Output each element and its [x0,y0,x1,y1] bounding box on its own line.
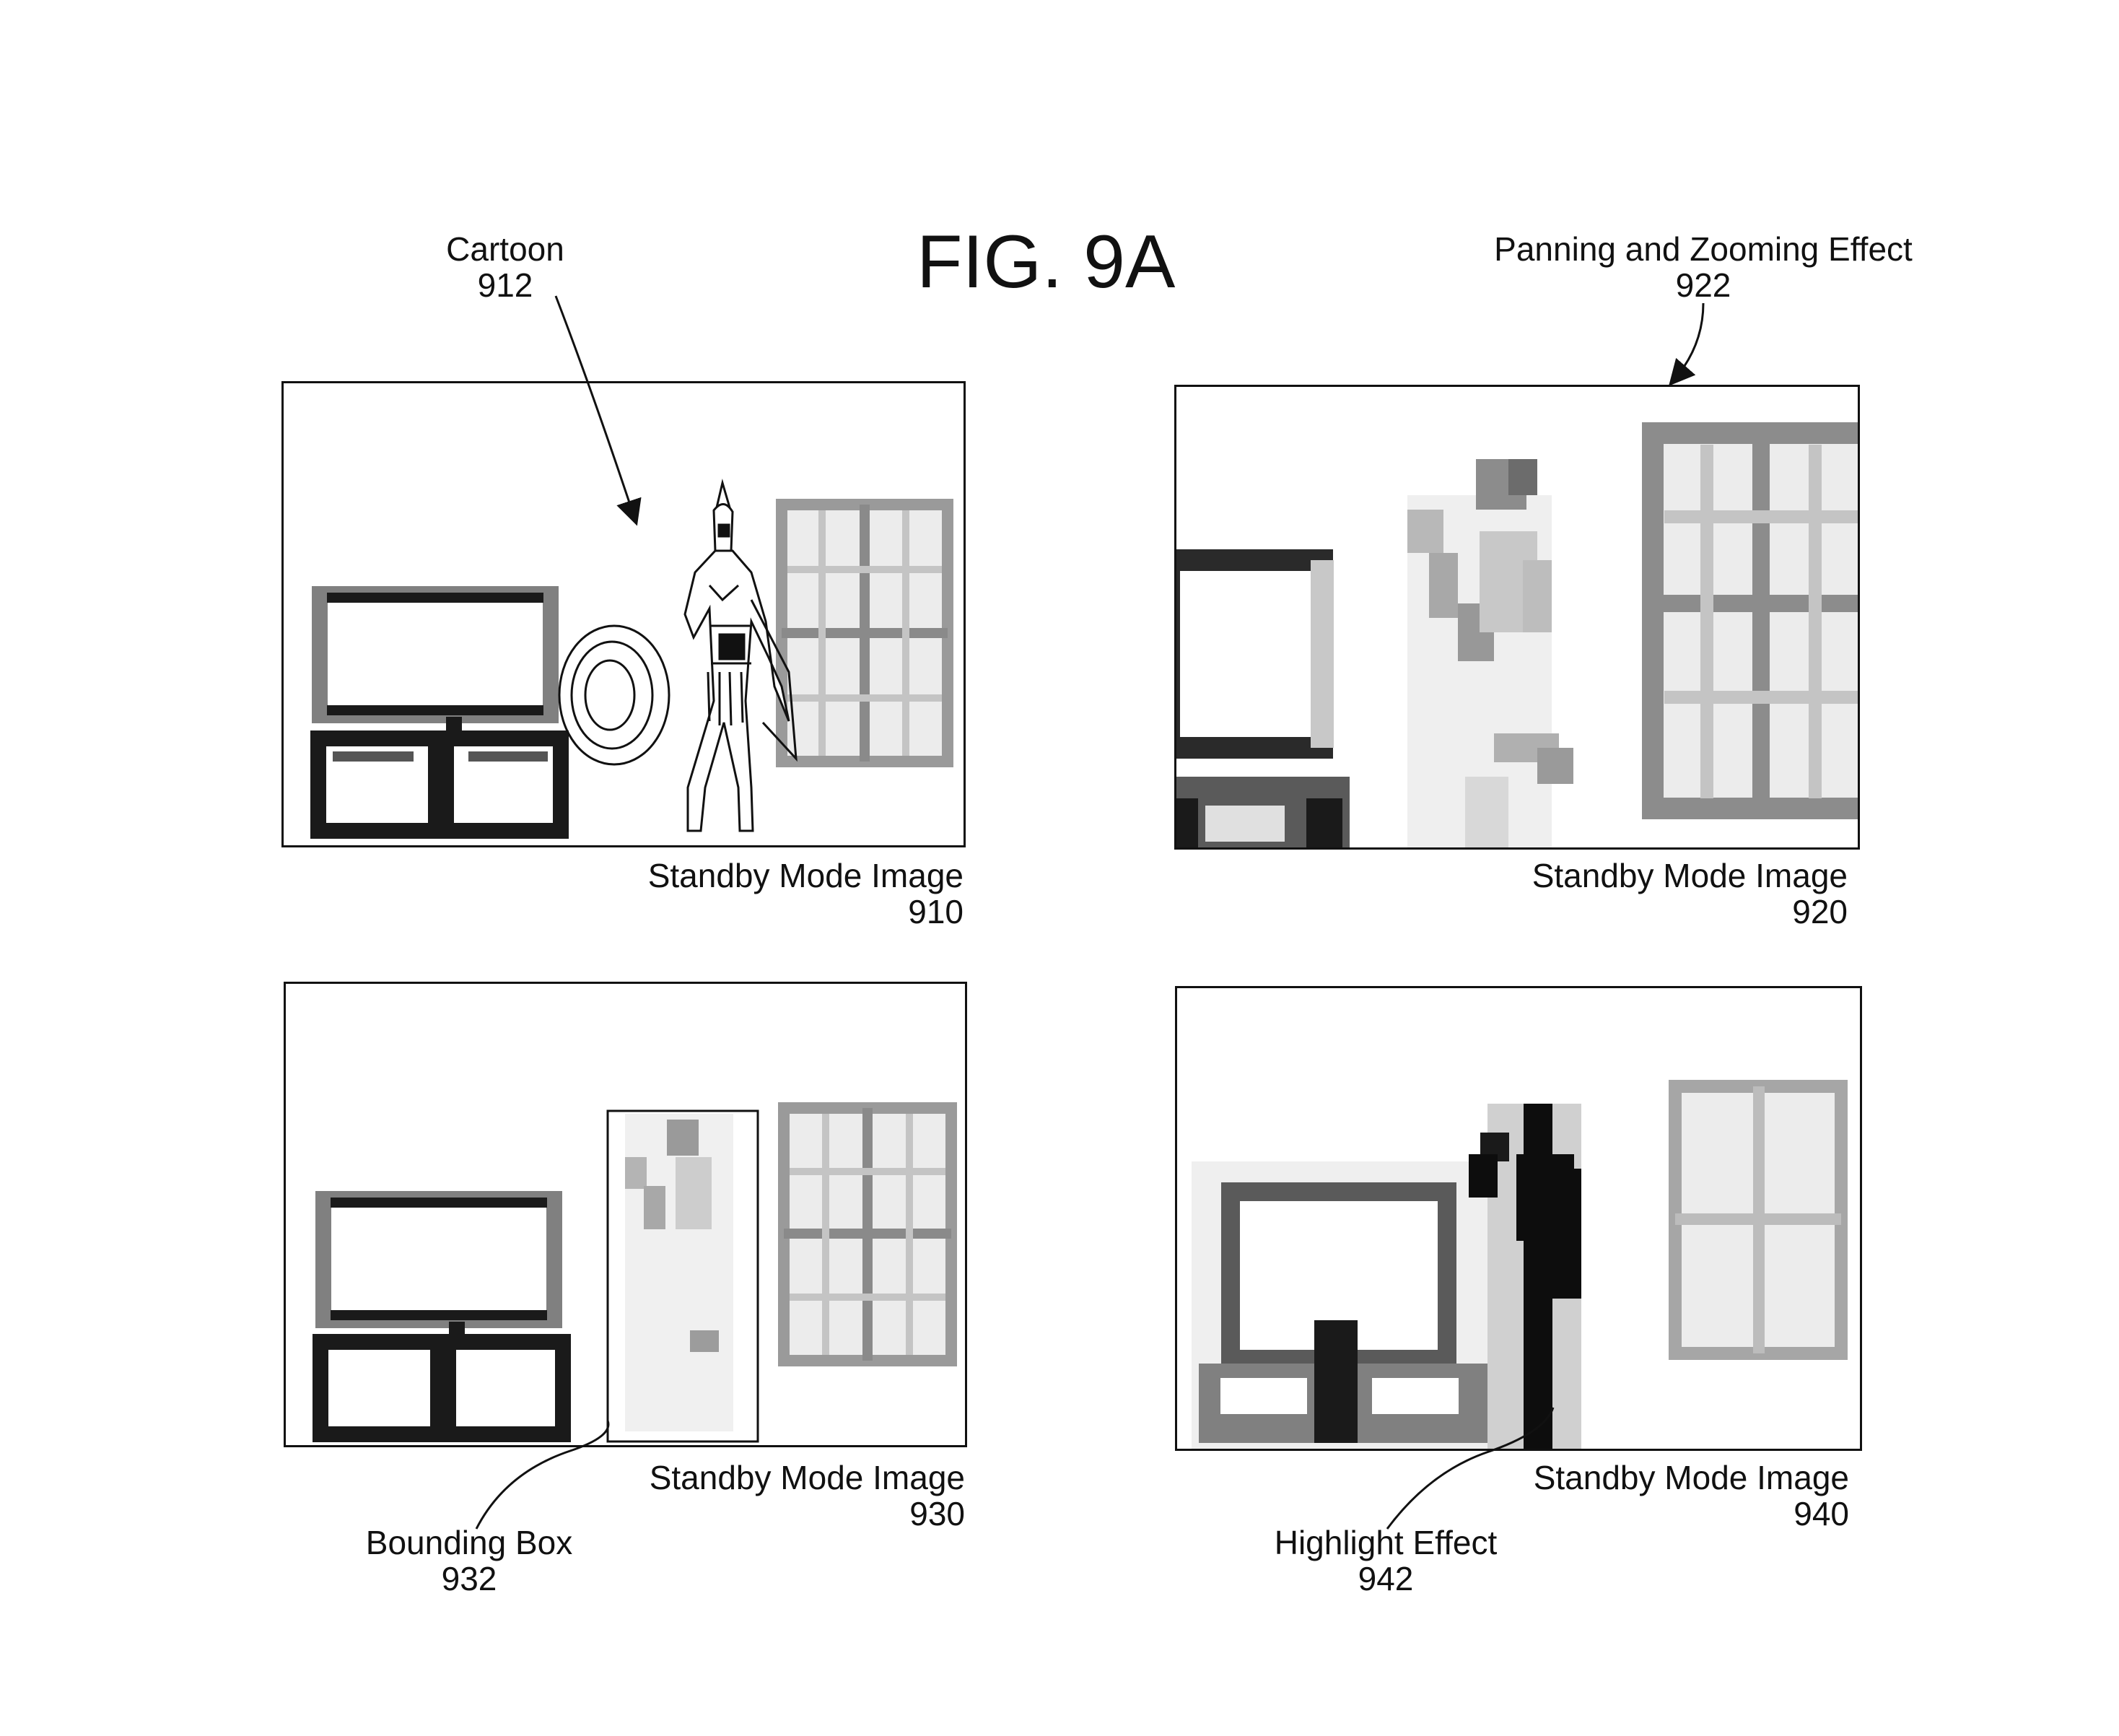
scene-910 [284,383,966,847]
pixelated-figure [625,1114,733,1431]
pixelated-figure [1407,459,1573,849]
tv-icon [1176,560,1334,748]
figure-title: FIG. 9A [917,222,1175,302]
standby-image-930 [284,982,967,1447]
panel-920-caption: Standby Mode Image [1429,858,1848,894]
cartoon-warrior [559,483,796,831]
tv-icon [320,593,551,738]
window-icon [784,1108,951,1361]
cabinet-icon [1176,777,1350,850]
panel-920-number: 920 [1429,894,1848,930]
scene-920 [1176,387,1860,850]
callout-922-label: Panning and Zooming Effect [1451,231,1956,267]
window-icon [782,505,948,762]
callout-942-number: 942 [1213,1561,1559,1597]
callout-912-number: 912 [404,267,606,303]
cabinet-icon [318,738,561,831]
panel-930-caption: Standby Mode Image [549,1460,965,1496]
leader-922 [1673,303,1703,381]
scene-940 [1177,988,1862,1451]
panel-940-number: 940 [1429,1496,1849,1532]
tv-icon [323,1198,554,1343]
window-icon [1653,433,1860,808]
panel-930-number: 930 [549,1496,965,1532]
panel-940-caption: Standby Mode Image [1429,1460,1849,1496]
scene-930 [286,984,967,1447]
standby-image-940 [1175,986,1862,1451]
callout-932-number: 932 [318,1561,621,1597]
callout-912-label: Cartoon [404,231,606,267]
panel-910-caption: Standby Mode Image [549,858,964,894]
window-icon [1675,1086,1841,1353]
standby-image-920 [1174,385,1860,850]
standby-image-910 [281,381,966,847]
callout-922-number: 922 [1451,267,1956,303]
cabinet-icon [320,1342,563,1434]
panel-910-number: 910 [549,894,964,930]
